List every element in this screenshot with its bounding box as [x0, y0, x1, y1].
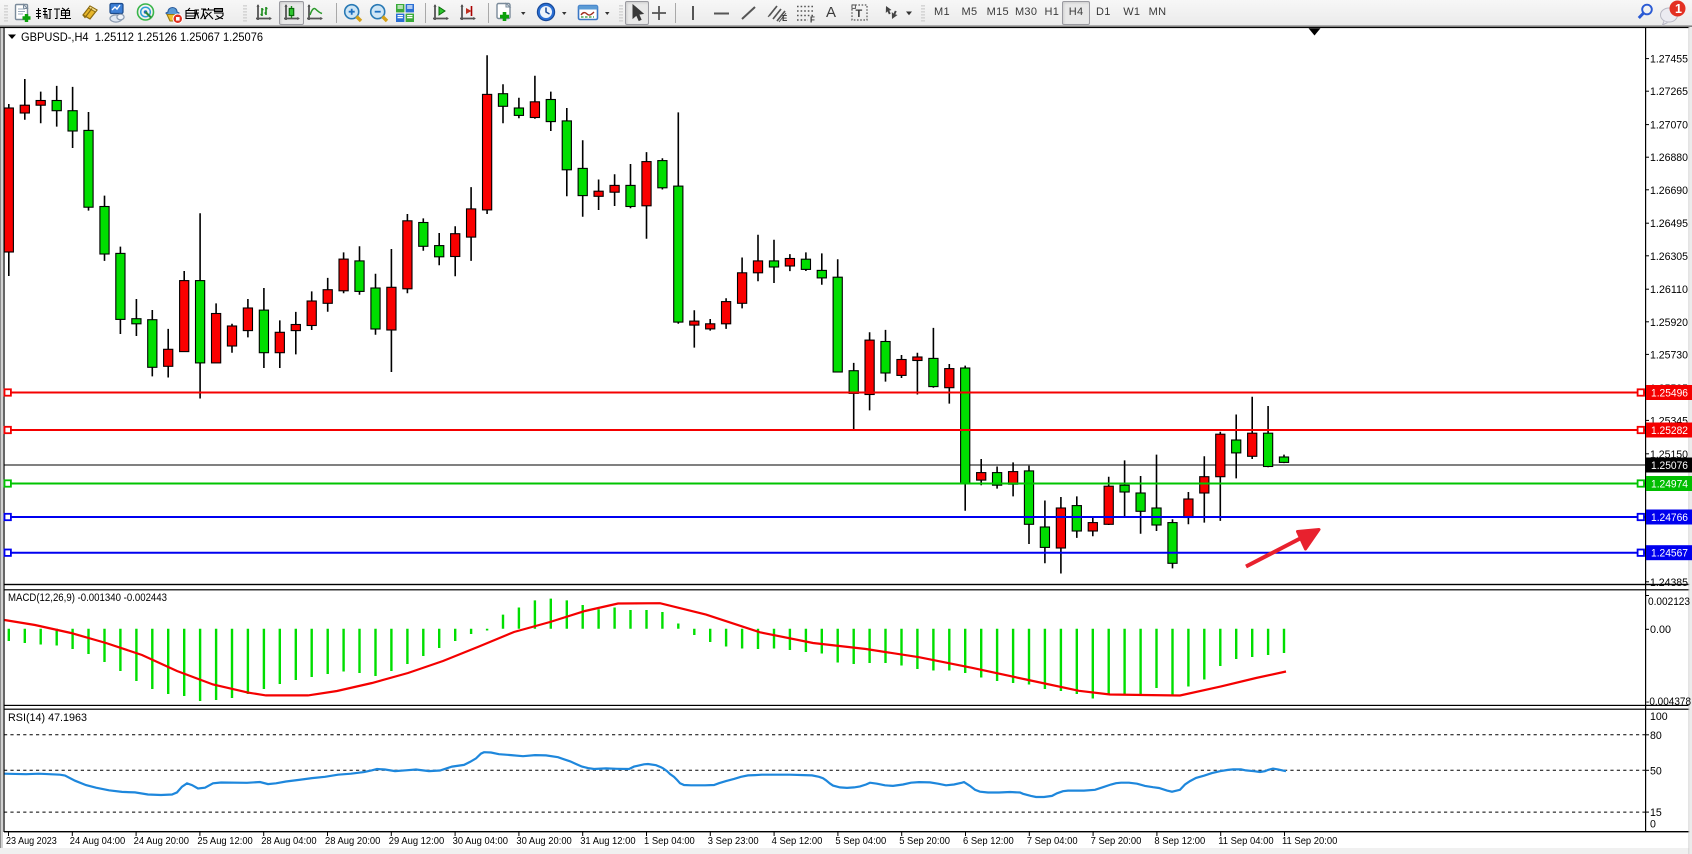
svg-text:-0.004378: -0.004378 [1646, 696, 1691, 708]
svg-text:0: 0 [1650, 819, 1656, 831]
svg-text:1.24567: 1.24567 [1651, 548, 1688, 560]
svg-text:1.25730: 1.25730 [1650, 349, 1688, 361]
svg-text:MACD(12,26,9) -0.001340 -0.002: MACD(12,26,9) -0.001340 -0.002443 [8, 592, 167, 604]
svg-text:23 Aug 2023: 23 Aug 2023 [6, 835, 57, 847]
svg-text:28 Aug 04:00: 28 Aug 04:00 [261, 835, 317, 847]
svg-text:3 Sep 23:00: 3 Sep 23:00 [708, 835, 759, 847]
svg-text:T: T [856, 8, 863, 20]
svg-text:1 Sep 04:00: 1 Sep 04:00 [644, 835, 695, 847]
svg-text:0.00: 0.00 [1650, 624, 1671, 636]
svg-text:1.27265: 1.27265 [1650, 86, 1688, 98]
svg-text:28 Aug 20:00: 28 Aug 20:00 [325, 835, 381, 847]
svg-text:1.25282: 1.25282 [1651, 425, 1688, 437]
svg-text:30 Aug 04:00: 30 Aug 04:00 [453, 835, 509, 847]
svg-text:1.27455: 1.27455 [1650, 54, 1688, 66]
svg-text:29 Aug 12:00: 29 Aug 12:00 [389, 835, 445, 847]
svg-text:4 Sep 12:00: 4 Sep 12:00 [772, 835, 823, 847]
svg-text:100: 100 [1650, 711, 1668, 723]
svg-text:11 Sep 04:00: 11 Sep 04:00 [1218, 835, 1274, 847]
svg-text:8 Sep 12:00: 8 Sep 12:00 [1154, 835, 1205, 847]
svg-text:24 Aug 04:00: 24 Aug 04:00 [70, 835, 126, 847]
svg-text:GBPUSD-,H4 1.25112 1.25126 1.: GBPUSD-,H4 1.25112 1.25126 1.25067 1.250… [21, 30, 263, 44]
svg-text:5 Sep 04:00: 5 Sep 04:00 [835, 835, 886, 847]
svg-text:6 Sep 12:00: 6 Sep 12:00 [963, 835, 1014, 847]
svg-text:0.002123: 0.002123 [1648, 596, 1690, 608]
svg-text:1.24385: 1.24385 [1650, 577, 1688, 589]
svg-text:5 Sep 20:00: 5 Sep 20:00 [899, 835, 950, 847]
svg-text:31 Aug 12:00: 31 Aug 12:00 [580, 835, 636, 847]
svg-text:1.26880: 1.26880 [1650, 152, 1688, 164]
svg-text:1.26305: 1.26305 [1650, 251, 1688, 263]
svg-text:1.26690: 1.26690 [1650, 185, 1688, 197]
svg-text:F: F [810, 16, 815, 24]
svg-text:1.24766: 1.24766 [1651, 512, 1688, 524]
svg-text:11 Sep 20:00: 11 Sep 20:00 [1282, 835, 1338, 847]
svg-text:1.26110: 1.26110 [1650, 284, 1688, 296]
svg-text:25 Aug 12:00: 25 Aug 12:00 [197, 835, 253, 847]
svg-text:15: 15 [1650, 807, 1662, 819]
svg-text:30 Aug 20:00: 30 Aug 20:00 [516, 835, 572, 847]
svg-text:24 Aug 20:00: 24 Aug 20:00 [134, 835, 190, 847]
svg-text:1.27070: 1.27070 [1650, 120, 1688, 132]
svg-text:1.25920: 1.25920 [1650, 317, 1688, 329]
svg-text:RSI(14) 47.1963: RSI(14) 47.1963 [8, 712, 87, 724]
svg-text:7 Sep 20:00: 7 Sep 20:00 [1091, 835, 1142, 847]
svg-text:1.26495: 1.26495 [1650, 218, 1688, 230]
svg-text:50: 50 [1650, 765, 1662, 777]
svg-text:1.24974: 1.24974 [1651, 479, 1688, 491]
svg-text:1: 1 [1675, 2, 1682, 16]
svg-text:E: E [782, 14, 788, 23]
svg-text:80: 80 [1650, 730, 1662, 742]
svg-text:7 Sep 04:00: 7 Sep 04:00 [1027, 835, 1078, 847]
svg-text:1.25076: 1.25076 [1651, 460, 1688, 472]
svg-text:1.25496: 1.25496 [1651, 388, 1688, 400]
